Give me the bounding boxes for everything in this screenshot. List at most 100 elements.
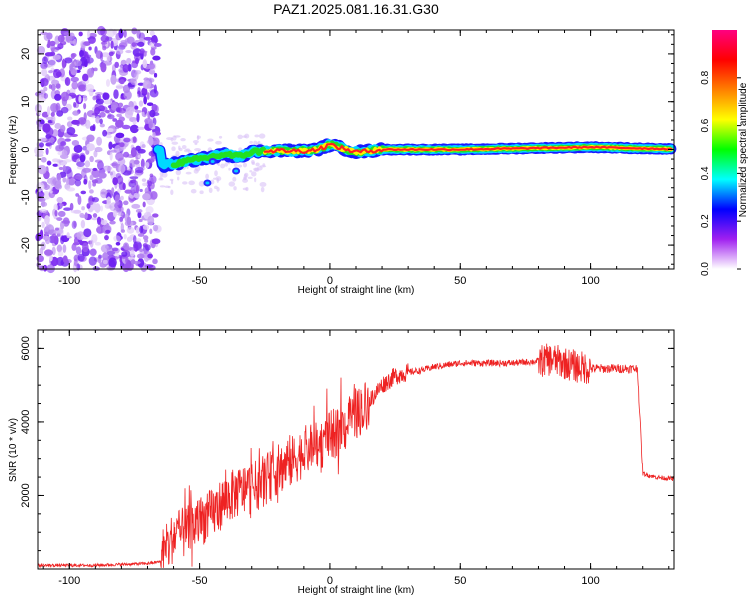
spectrogram-noise-blob (98, 172, 107, 179)
spectrogram-noise-blob (70, 210, 79, 214)
spectrogram-noise-blob (75, 246, 82, 255)
spectrogram-noise-blob (137, 155, 141, 159)
spectrogram-faint-blob (238, 147, 243, 151)
spectrogram-noise-blob (91, 114, 96, 119)
spectrogram-blob-core (205, 181, 210, 185)
spectrogram-noise-blob (96, 160, 104, 171)
spectrogram-noise-blob (137, 233, 145, 237)
snr-y-label: SNR (10 * v/v) (8, 418, 19, 482)
colorbar: 0.0 0.2 0.4 0.6 0.8 Normalized spectral ampl… (700, 30, 749, 276)
spectrogram-noise-blob (73, 144, 83, 153)
spectrogram-faint-blob (251, 171, 257, 177)
spectrogram-noise-blob (100, 51, 104, 62)
spectrogram-noise-blob (83, 51, 89, 59)
spectrogram-noise-blob (48, 84, 53, 89)
spectrogram-noise-blob (144, 187, 150, 195)
spectrogram-noise-blob (140, 158, 145, 169)
spectrogram-noise-blob (129, 249, 135, 257)
spectrogram-noise-blob (123, 90, 132, 100)
spectrogram-noise-blob (66, 232, 70, 239)
spectrogram-noise-blob (91, 179, 99, 184)
spectrogram-noise-blob (132, 48, 142, 57)
spectrogram-noise-blob (137, 211, 142, 219)
spectrogram-noise-blob (94, 146, 103, 153)
spectrogram-noise-blob (106, 134, 112, 139)
spectrogram-noise-blob (99, 111, 106, 118)
spectrogram-noise-blob (132, 235, 137, 244)
spectrogram-noise-blob (134, 105, 139, 110)
spectrogram-faint-blob (183, 149, 190, 153)
spectrogram-noise-blob (122, 242, 130, 250)
spectrogram-noise-blob (43, 92, 49, 99)
spectrogram-noise-blob (131, 203, 141, 209)
spectrogram-noise-blob (151, 238, 161, 245)
spectrogram-noise-blob (77, 253, 85, 262)
spectrogram-noise-blob (52, 158, 60, 163)
spectrogram-noise-blob (54, 209, 58, 217)
spectrogram-noise-blob (119, 142, 125, 148)
spectrogram-noise-blob (96, 216, 102, 225)
x-tick-label: -50 (192, 575, 208, 587)
spectrogram-noise-blob (97, 25, 106, 36)
spectrogram-noise-blob (97, 254, 103, 259)
spectrogram-noise-blob (56, 245, 62, 252)
spectrogram-noise-blob (104, 234, 109, 241)
spectrogram-noise-blob (79, 154, 86, 163)
spectrogram-noise-blob (154, 105, 159, 113)
spectrogram-faint-blob (216, 186, 220, 192)
spectrogram-noise-blob (133, 192, 141, 199)
spectrogram-noise-blob (45, 223, 49, 232)
spectrogram-blob-core (210, 159, 215, 163)
spectrogram-noise-blob (46, 160, 52, 166)
spectrogram-noise-blob (137, 41, 145, 47)
x-tick-label: 0 (327, 275, 333, 287)
spectrogram-noise-blob (89, 239, 94, 248)
spectrogram-faint-blob (243, 173, 248, 180)
spectrogram-noise-blob (47, 39, 51, 48)
spectrogram-faint-blob (242, 162, 248, 168)
spectrogram-noise-blob (115, 84, 123, 90)
spectrogram-noise-blob (64, 138, 71, 142)
spectrogram-noise-blob (81, 206, 85, 211)
spectrogram-noise-blob (65, 177, 70, 186)
spectrogram-noise-blob (73, 101, 77, 108)
spectrogram-noise-blob (135, 208, 143, 213)
x-tick-label: 50 (454, 275, 466, 287)
spectrogram-noise-blob (141, 144, 146, 149)
spectrogram-noise-blob (142, 80, 152, 90)
spectrogram-noise-blob (42, 235, 49, 240)
spectrogram-noise-blob (103, 166, 113, 172)
spectrogram-noise-blob (89, 155, 94, 163)
spectrogram-noise-blob (116, 113, 122, 118)
spectrogram-noise-blob (132, 260, 141, 265)
spectrogram-noise-blob (57, 250, 64, 257)
spectrogram-noise-blob (71, 119, 80, 125)
spectrogram-noise-blob (92, 95, 97, 101)
spectrogram-noise-blob (145, 206, 154, 214)
spectrogram-noise-blob (74, 59, 82, 67)
spectrogram-noise-blob (118, 181, 125, 191)
spectrogram-noise-blob (88, 195, 94, 206)
spectrogram-noise-blob (45, 116, 54, 121)
spectrogram-noise-blob (96, 136, 103, 146)
spectrogram-noise-blob (38, 265, 46, 271)
spectrogram-faint-blob (174, 135, 181, 138)
spectrogram-noise-blob (125, 256, 130, 265)
x-tick-label: 100 (581, 275, 599, 287)
y-tick-label: 20 (20, 48, 32, 60)
spectrogram-faint-blob (188, 180, 195, 186)
spectrogram-noise-blob (61, 220, 71, 224)
spectrogram-noise-blob (120, 223, 124, 233)
spectrogram-noise-blob (121, 124, 131, 130)
y-tick-label: -10 (20, 189, 32, 205)
spectrogram-noise-blob (149, 109, 156, 118)
spectrogram-noise-blob (117, 188, 121, 194)
spectrogram-noise-blob (102, 259, 108, 265)
spectrogram-faint-blob (182, 181, 188, 185)
spectrogram-noise-blob (79, 49, 84, 57)
spectrogram-noise-blob (43, 249, 53, 256)
spectrogram-noise-blob (122, 264, 130, 273)
spectrogram-faint-blob (169, 178, 174, 181)
spectrogram-noise-blob (147, 264, 156, 271)
